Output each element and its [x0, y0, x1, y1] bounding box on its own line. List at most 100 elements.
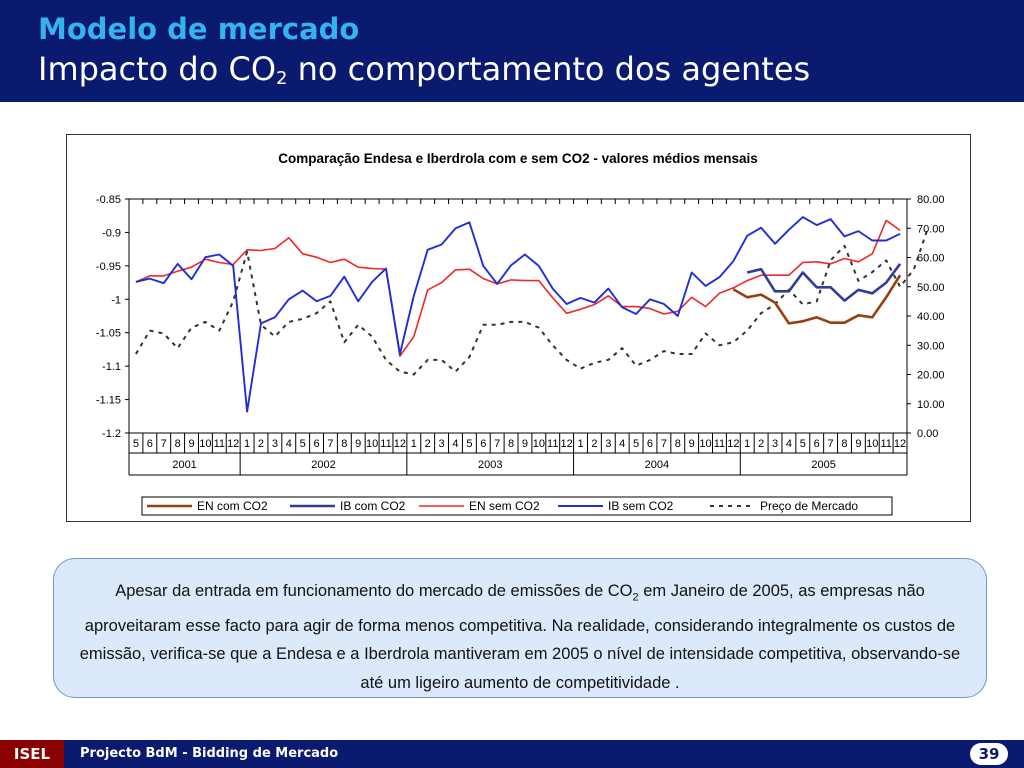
y-left-tick-label: -1.05	[96, 328, 121, 340]
x-year-label: 2001	[172, 459, 196, 471]
x-month-label: 6	[313, 438, 319, 450]
explanation-text: Apesar da entrada em funcionamento do me…	[68, 577, 972, 697]
legend-label: EN sem CO2	[469, 499, 540, 513]
y-right-tick-label: 70.00	[917, 223, 945, 235]
legend-label: EN com CO2	[197, 499, 268, 513]
x-month-label: 2	[258, 438, 264, 450]
slide-subtitle: Impacto do CO2 no comportamento dos agen…	[38, 50, 810, 89]
x-month-label: 8	[841, 438, 847, 450]
y-left-tick-label: -0.95	[96, 261, 121, 273]
line-chart: Comparação Endesa e Iberdrola com e sem …	[96, 151, 945, 516]
x-month-label: 9	[522, 438, 528, 450]
x-month-label: 12	[227, 438, 239, 450]
x-month-label: 2	[591, 438, 597, 450]
x-month-label: 7	[327, 438, 333, 450]
series-line-ib-sem-co2	[135, 216, 901, 413]
series-line-pre-o-de-mercado	[135, 227, 929, 376]
x-month-label: 9	[689, 438, 695, 450]
x-month-label: 6	[647, 438, 653, 450]
series-line-en-sem-co2	[135, 219, 901, 357]
y-right-tick-label: 40.00	[917, 311, 945, 323]
y-right-tick-label: 60.00	[917, 253, 945, 265]
explanation-box: Apesar da entrada em funcionamento do me…	[53, 558, 987, 698]
x-month-label: 3	[272, 438, 278, 450]
x-month-label: 3	[439, 438, 445, 450]
x-month-label: 10	[366, 438, 378, 450]
y-right-tick-label: 50.00	[917, 282, 945, 294]
x-month-label: 5	[300, 438, 306, 450]
x-month-label: 11	[714, 438, 725, 450]
x-month-label: 9	[355, 438, 361, 450]
explanation-subscript: 2	[632, 591, 639, 604]
x-month-label: 12	[894, 438, 906, 450]
x-year-label: 2005	[811, 459, 835, 471]
x-year-label: 2002	[311, 459, 335, 471]
x-month-label: 2	[758, 438, 764, 450]
x-month-label: 5	[800, 438, 806, 450]
y-right-tick-label: 0.00	[917, 428, 938, 440]
x-month-label: 6	[147, 438, 153, 450]
slide-header: Modelo de mercado Impacto do CO2 no comp…	[0, 0, 1024, 102]
y-left-tick-label: -1.2	[102, 428, 121, 440]
x-month-label: 4	[452, 438, 458, 450]
x-month-label: 12	[394, 438, 406, 450]
explanation-text-part1: Apesar da entrada em funcionamento do me…	[115, 582, 633, 600]
y-left-tick-label: -1.1	[102, 361, 121, 373]
series-line-ib-com-co2	[746, 263, 902, 302]
chart-title: Comparação Endesa e Iberdrola com e sem …	[278, 151, 757, 166]
x-month-label: 8	[675, 438, 681, 450]
x-month-label: 6	[814, 438, 820, 450]
x-month-label: 8	[175, 438, 181, 450]
y-left-tick-label: -1	[111, 294, 121, 306]
x-month-label: 10	[699, 438, 711, 450]
subtitle-text-before: Impacto do CO	[38, 50, 277, 88]
y-left-tick-label: -0.9	[102, 227, 121, 239]
y-right-tick-label: 30.00	[917, 340, 945, 352]
x-month-label: 8	[341, 438, 347, 450]
x-month-label: 10	[199, 438, 211, 450]
x-month-label: 7	[828, 438, 834, 450]
explanation-text-part2: em Janeiro de 2005, as empresas não apro…	[79, 582, 961, 692]
x-month-label: 1	[577, 438, 583, 450]
x-month-label: 11	[880, 438, 891, 450]
x-month-label: 7	[661, 438, 667, 450]
x-month-label: 8	[508, 438, 514, 450]
x-month-label: 9	[188, 438, 194, 450]
x-month-label: 7	[494, 438, 500, 450]
x-month-label: 5	[466, 438, 472, 450]
x-month-label: 10	[866, 438, 878, 450]
x-month-label: 2	[425, 438, 431, 450]
y-right-tick-label: 80.00	[917, 194, 945, 206]
y-left-tick-label: -1.15	[96, 395, 121, 407]
subtitle-text-after: no comportamento dos agentes	[287, 50, 811, 88]
y-left-tick-label: -0.85	[96, 194, 121, 206]
x-month-label: 1	[244, 438, 250, 450]
x-month-label: 3	[605, 438, 611, 450]
chart-frame: Comparação Endesa e Iberdrola com e sem …	[66, 134, 971, 522]
x-month-label: 12	[727, 438, 739, 450]
x-month-label: 5	[133, 438, 139, 450]
x-month-label: 4	[286, 438, 292, 450]
x-month-label: 6	[480, 438, 486, 450]
x-month-label: 7	[161, 438, 167, 450]
series-line-en-com-co2	[732, 274, 902, 325]
legend-label: Preço de Mercado	[760, 499, 858, 513]
x-month-label: 10	[533, 438, 545, 450]
x-month-label: 4	[786, 438, 792, 450]
y-right-tick-label: 20.00	[917, 370, 945, 382]
x-month-label: 12	[561, 438, 573, 450]
x-year-label: 2004	[645, 459, 669, 471]
project-name: Projecto BdM - Bidding de Mercado	[80, 746, 339, 761]
x-month-label: 11	[214, 438, 225, 450]
x-month-label: 1	[744, 438, 750, 450]
y-right-tick-label: 10.00	[917, 399, 945, 411]
x-month-label: 5	[633, 438, 639, 450]
x-month-label: 11	[547, 438, 558, 450]
x-month-label: 11	[380, 438, 391, 450]
legend-label: IB sem CO2	[608, 499, 674, 513]
isel-logo: ISEL	[0, 740, 64, 768]
legend-label: IB com CO2	[340, 499, 406, 513]
x-year-label: 2003	[478, 459, 502, 471]
x-month-label: 9	[855, 438, 861, 450]
page-number: 39	[970, 743, 1008, 765]
